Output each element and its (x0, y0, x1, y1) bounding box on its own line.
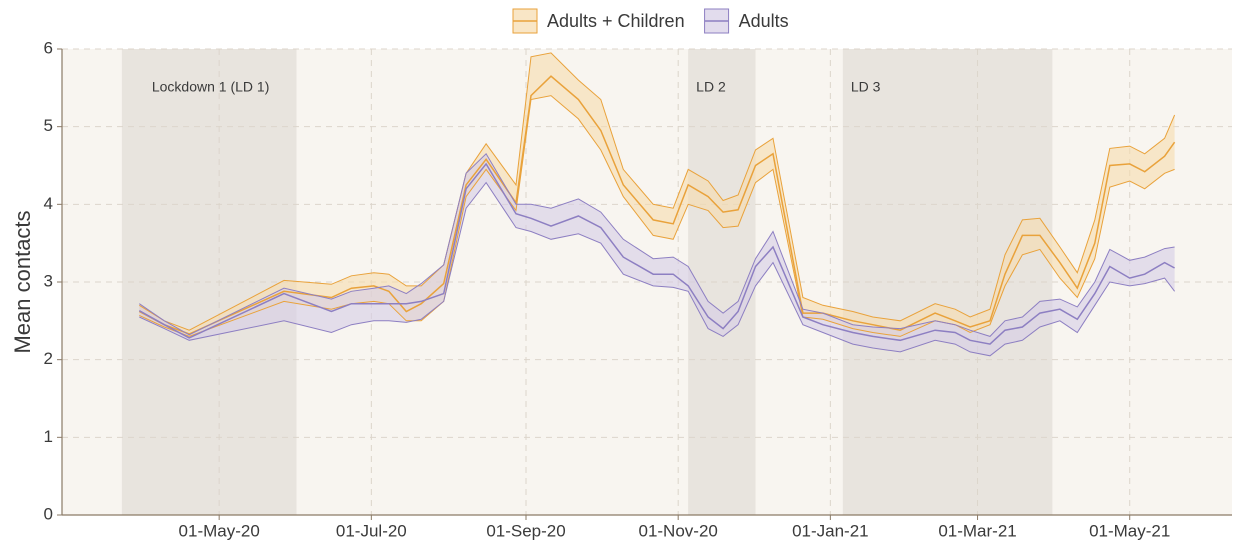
band-upper-line (139, 152, 1175, 337)
legend-label: Adults + Children (547, 11, 685, 31)
band-lower-line (139, 181, 1175, 357)
region-label: LD 3 (851, 79, 881, 95)
x-tick-label: 01-May-20 (179, 521, 260, 540)
y-axis-label: Mean contacts (10, 210, 35, 353)
y-tick-label: 3 (44, 271, 53, 290)
x-tick-label: 01-May-21 (1089, 521, 1170, 540)
y-tick-label: 0 (44, 504, 53, 523)
region-label: Lockdown 1 (LD 1) (152, 79, 270, 95)
band-upper-line (139, 52, 1176, 331)
series-line (138, 75, 1176, 335)
series-line (138, 162, 1175, 345)
x-tick-label: 01-Sep-20 (486, 521, 565, 540)
band-lower-line (139, 95, 1175, 337)
y-tick-label: 1 (44, 427, 53, 446)
region-label: LD 2 (696, 79, 726, 95)
confidence-band (139, 153, 1175, 356)
y-tick-label: 4 (44, 194, 53, 213)
legend: Adults + Children Adults (512, 8, 789, 34)
x-tick-label: 01-Jul-20 (336, 521, 407, 540)
y-tick-label: 5 (44, 116, 53, 135)
y-tick-label: 2 (44, 349, 53, 368)
x-tick-label: 01-Jan-21 (792, 521, 869, 540)
y-tick-label: 6 (44, 38, 53, 57)
x-tick-label: 01-Mar-21 (938, 521, 1016, 540)
legend-label: Adults (739, 11, 789, 31)
x-tick-label: 01-Nov-20 (638, 521, 717, 540)
